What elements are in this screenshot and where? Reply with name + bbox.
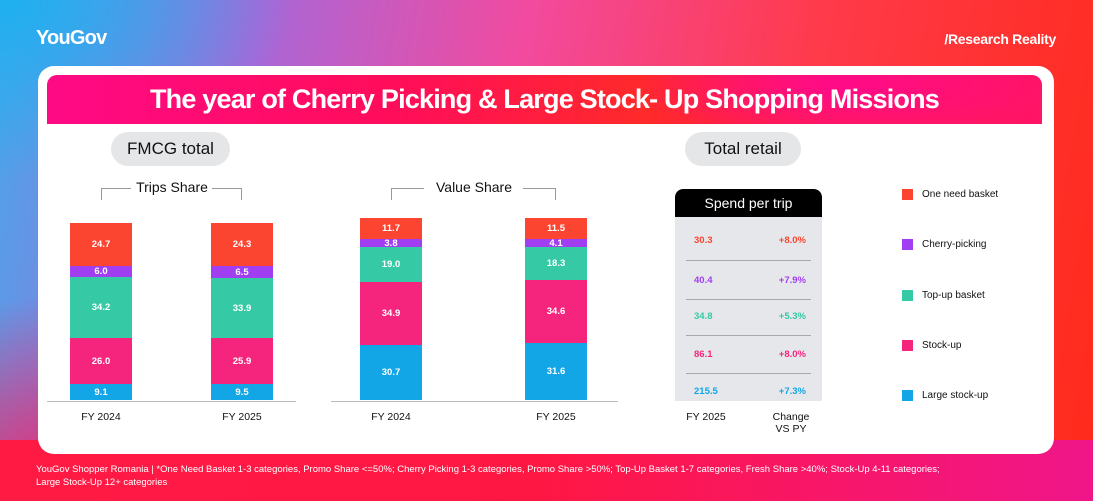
segment-stock-up: 26.0 xyxy=(70,338,132,384)
value-x-axis xyxy=(331,401,618,402)
page-title: The year of Cherry Picking & Large Stock… xyxy=(149,84,940,114)
swatch-icon xyxy=(902,389,913,401)
bracket-left xyxy=(391,188,424,200)
segment-stock-up: 34.6 xyxy=(525,280,587,343)
spend-value: 215.5 xyxy=(694,385,718,397)
content-card: The year of Cherry Picking & Large Stock… xyxy=(38,66,1054,454)
title-banner: The year of Cherry Picking & Large Stock… xyxy=(47,75,1042,124)
segment-cherry-picking: 6.5 xyxy=(211,266,273,278)
segment-stock-up: 34.9 xyxy=(360,282,422,345)
spend-value: 30.3 xyxy=(694,234,713,246)
legend-item-one-need: One need basket xyxy=(902,187,998,201)
legend-label: One need basket xyxy=(922,188,999,200)
x-label-fy2025: FY 2025 xyxy=(536,411,576,423)
change-label-line1: Change xyxy=(772,411,810,423)
legend-item-top-up: Top-up basket xyxy=(902,288,985,302)
legend-label: Stock-up xyxy=(922,339,962,351)
segment-large-stock-up: 31.6 xyxy=(525,343,587,400)
row-divider xyxy=(686,299,811,300)
footnote: YouGov Shopper Romania | *One Need Baske… xyxy=(36,463,1036,489)
bracket-right xyxy=(523,188,556,200)
bracket-left xyxy=(101,188,131,200)
yougov-logo: YouGov xyxy=(36,27,107,49)
legend-item-cherry-picking: Cherry-picking xyxy=(902,237,986,251)
footnote-line2: Large Stock-Up 12+ categories xyxy=(36,477,168,488)
spend-row-cherry-picking: 40.4 +7.9% xyxy=(686,262,811,298)
value-bar-fy2025: 11.5 4.1 18.3 34.6 31.6 xyxy=(525,218,587,400)
swatch-icon xyxy=(902,238,913,250)
row-divider xyxy=(686,373,811,374)
x-label-fy2024: FY 2024 xyxy=(371,411,411,423)
spend-change: +8.0% xyxy=(778,348,806,360)
spend-row-one-need: 30.3 +8.0% xyxy=(686,222,811,258)
value-share-title: Value Share xyxy=(435,179,512,195)
segment-one-need: 24.3 xyxy=(211,223,273,266)
spend-change: +7.3% xyxy=(778,385,806,397)
legend-label: Cherry-picking xyxy=(922,238,987,250)
row-divider xyxy=(686,335,811,336)
change-label-line2: VS PY xyxy=(775,423,807,435)
tagline: /Research Reality xyxy=(944,31,1056,47)
spend-value: 34.8 xyxy=(694,310,713,322)
fmcg-total-pill: FMCG total xyxy=(111,132,230,166)
segment-top-up: 19.0 xyxy=(360,247,422,282)
swatch-icon xyxy=(902,188,913,200)
spend-value: 40.4 xyxy=(694,274,713,286)
value-bar-fy2024: 11.7 3.8 19.0 34.9 30.7 xyxy=(360,218,422,400)
segment-one-need: 11.7 xyxy=(360,218,422,239)
spend-change: +7.9% xyxy=(778,274,806,286)
segment-large-stock-up: 9.5 xyxy=(211,384,273,400)
segment-top-up: 18.3 xyxy=(525,247,587,280)
segment-large-stock-up: 9.1 xyxy=(70,384,132,400)
x-label-fy2025: FY 2025 xyxy=(222,411,262,423)
segment-top-up: 33.9 xyxy=(211,278,273,338)
segment-one-need: 24.7 xyxy=(70,223,132,266)
trips-x-axis xyxy=(47,401,296,402)
bracket-right xyxy=(212,188,242,200)
swatch-icon xyxy=(902,289,913,301)
legend-label: Top-up basket xyxy=(922,289,985,301)
spend-col-change: Change VS PY xyxy=(751,411,831,435)
segment-one-need: 11.5 xyxy=(525,218,587,239)
spend-row-top-up: 34.8 +5.3% xyxy=(686,298,811,334)
spend-row-large-stock-up: 215.5 +7.3% xyxy=(686,373,811,401)
trips-bar-fy2024: 24.7 6.0 34.2 26.0 9.1 xyxy=(70,223,132,400)
spend-change: +8.0% xyxy=(778,234,806,246)
legend-item-stock-up: Stock-up xyxy=(902,338,961,352)
segment-cherry-picking: 6.0 xyxy=(70,266,132,277)
spend-col-fy2025: FY 2025 xyxy=(686,411,726,423)
legend-item-large-stock-up: Large stock-up xyxy=(902,388,988,402)
total-retail-pill: Total retail xyxy=(685,132,801,166)
segment-top-up: 34.2 xyxy=(70,277,132,338)
segment-cherry-picking: 4.1 xyxy=(525,238,587,249)
spend-value: 86.1 xyxy=(694,348,713,360)
segment-large-stock-up: 30.7 xyxy=(360,345,422,400)
legend-label: Large stock-up xyxy=(922,389,989,401)
swatch-icon xyxy=(902,339,913,351)
spend-per-trip-table: Spend per trip 30.3 +8.0% 40.4 +7.9% 34.… xyxy=(675,189,822,401)
spend-row-stock-up: 86.1 +8.0% xyxy=(686,336,811,372)
spend-table-header: Spend per trip xyxy=(675,189,822,217)
segment-cherry-picking: 3.8 xyxy=(360,238,422,249)
segment-stock-up: 25.9 xyxy=(211,338,273,384)
trips-share-title: Trips Share xyxy=(136,179,208,195)
footnote-line1: YouGov Shopper Romania | *One Need Baske… xyxy=(36,464,940,475)
spend-change: +5.3% xyxy=(778,310,806,322)
trips-bar-fy2025: 24.3 6.5 33.9 25.9 9.5 xyxy=(211,223,273,400)
row-divider xyxy=(686,260,811,261)
x-label-fy2024: FY 2024 xyxy=(81,411,121,423)
